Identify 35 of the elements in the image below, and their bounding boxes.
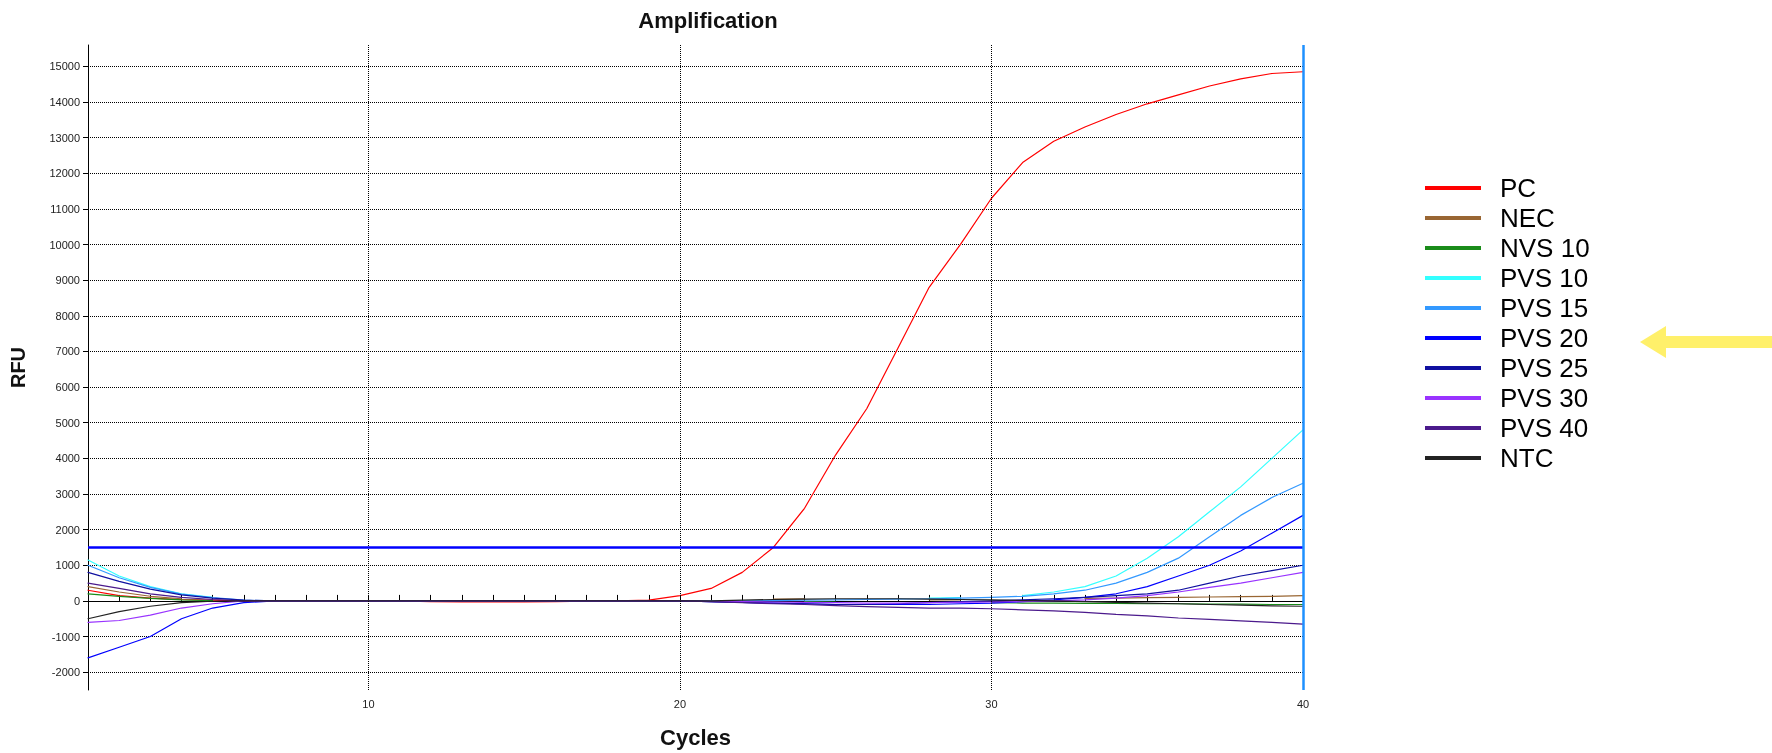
y-tick-label: 4000 — [55, 452, 80, 465]
legend-label: PVS 40 — [1500, 413, 1589, 443]
x-tick-label: 20 — [673, 697, 687, 710]
y-tick-label: -2000 — [51, 666, 80, 679]
x-axis-title: Cycles — [660, 724, 731, 750]
legend-label: NEC — [1500, 203, 1555, 233]
legend-label: PVS 10 — [1500, 263, 1589, 293]
legend-label: PC — [1500, 173, 1537, 203]
x-tick-label: 30 — [985, 697, 998, 710]
y-tick-label: 2000 — [55, 523, 80, 536]
y-tick-label: -1000 — [51, 630, 80, 643]
legend-label: PVS 25 — [1500, 353, 1589, 383]
y-tick-label: 11000 — [50, 202, 80, 215]
legend-label: PVS 15 — [1500, 293, 1589, 323]
y-tick-label: 15000 — [49, 60, 80, 73]
y-tick-label: 5000 — [55, 416, 80, 429]
x-tick-label: 10 — [362, 697, 375, 710]
chart-title: Amplification — [638, 7, 778, 33]
legend-label: PVS 30 — [1500, 383, 1589, 413]
y-tick-label: 12000 — [49, 167, 80, 180]
legend-label: NTC — [1500, 443, 1554, 473]
y-tick-label: 1000 — [55, 559, 80, 572]
y-axis-title: RFU — [7, 346, 29, 389]
y-tick-label: 13000 — [49, 131, 80, 144]
y-tick-label: 7000 — [55, 345, 80, 358]
legend-label: NVS 10 — [1500, 233, 1590, 263]
y-tick-label: 8000 — [55, 309, 80, 322]
y-tick-label: 0 — [73, 594, 80, 607]
y-tick-label: 3000 — [55, 488, 80, 501]
y-tick-label: 14000 — [49, 96, 80, 109]
legend-label: PVS 20 — [1500, 323, 1589, 353]
y-tick-label: 10000 — [49, 238, 80, 251]
y-tick-label: 9000 — [55, 274, 80, 287]
y-tick-label: 6000 — [55, 381, 80, 394]
x-tick-label: 40 — [1296, 697, 1310, 710]
